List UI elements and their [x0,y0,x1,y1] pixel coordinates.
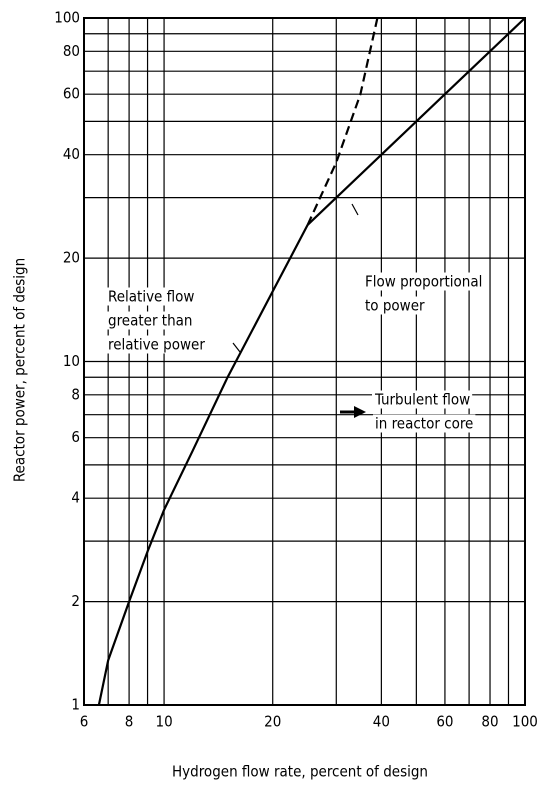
annotation-bg [363,272,485,291]
annotation: to power [365,297,425,315]
curve [306,17,526,226]
y-tick-label: 20 [63,249,80,267]
annotation-bg [373,414,476,433]
x-tick-label: 8 [125,713,134,731]
arrow-head [354,406,366,418]
y-tick-label: 100 [54,9,80,27]
y-tick-label: 40 [63,145,80,163]
x-tick-label: 100 [512,713,538,731]
y-tick-label: 4 [71,489,80,507]
y-tick-label: 8 [71,385,80,403]
x-tick-label: 10 [155,713,172,731]
y-tick-label: 6 [71,428,80,446]
annotation: Turbulent flow [374,391,470,409]
annotation-bg [363,296,427,315]
y-tick-label: 1 [71,696,80,714]
annotation: greater than [108,312,192,330]
leader [351,203,359,216]
annotation-bg [372,390,473,409]
y-axis-label: Reactor power, percent of design [11,258,29,482]
y-tick-label: 60 [63,85,80,103]
curve [97,224,309,706]
annotation: Flow proportional [365,273,482,291]
annotation-bg [106,287,197,306]
annotation: Relative flow [108,288,194,306]
x-axis-label: Hydrogen flow rate, percent of design [172,763,428,781]
annotation: in reactor core [375,415,473,433]
annotation-bg [106,311,195,330]
curve [306,17,379,226]
x-tick-label: 20 [264,713,281,731]
annotation: relative power [108,336,205,354]
x-tick-label: 80 [481,713,498,731]
x-tick-label: 60 [436,713,453,731]
y-tick-label: 80 [63,42,80,60]
annotation-bg [106,335,208,354]
leader [232,342,241,353]
y-tick-label: 2 [71,592,80,610]
x-tick-label: 6 [80,713,89,731]
x-tick-label: 40 [373,713,390,731]
y-tick-label: 10 [63,352,80,370]
